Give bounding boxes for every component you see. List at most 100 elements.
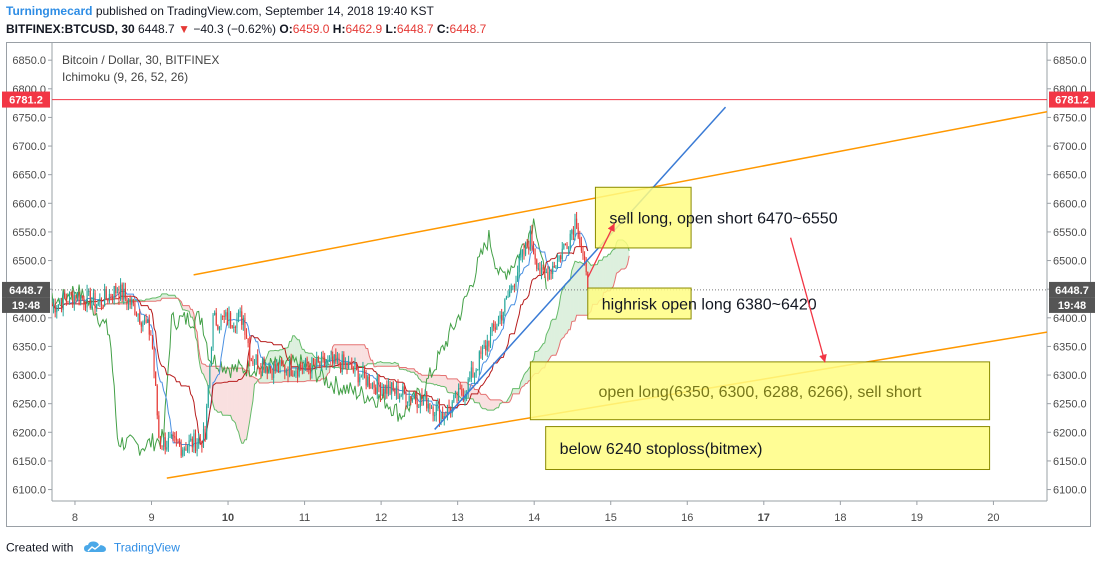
cloud-segment (385, 362, 387, 367)
cloud-segment (187, 305, 190, 312)
cloud-segment (388, 362, 391, 367)
candle-body (384, 384, 386, 394)
candle-body (72, 293, 74, 305)
candle-body (555, 266, 557, 268)
y-tick-label-left: 6250.0 (12, 399, 46, 411)
candle-body (532, 246, 535, 254)
candle-body (367, 376, 369, 386)
candle-body (458, 388, 460, 401)
cloud-segment (484, 394, 486, 409)
candle-body (395, 385, 397, 394)
candle-body (499, 315, 501, 319)
candle-body (561, 248, 563, 260)
candle-body (470, 367, 472, 379)
cloud-segment (610, 251, 612, 291)
candle-body (501, 315, 503, 321)
annotation-box (545, 426, 991, 471)
candle-body (536, 259, 538, 269)
candle-body (121, 284, 123, 300)
cloud-segment (549, 321, 552, 359)
cloud-segment (415, 371, 418, 376)
cloud-segment (576, 261, 579, 316)
candle-body (352, 369, 354, 372)
cloud-segment (404, 367, 406, 370)
y-tick-label-right: 6700.0 (1053, 141, 1087, 153)
candle-body (512, 285, 514, 287)
candle-body (525, 242, 527, 255)
candle-body (531, 230, 533, 247)
candle-body (59, 302, 61, 305)
cloud-segment (512, 388, 515, 394)
author-link[interactable]: Turningmecard (6, 4, 93, 18)
tradingview-link[interactable]: TradingView (113, 540, 180, 555)
cloud-segment (495, 399, 497, 409)
candle-body (156, 385, 158, 416)
x-tick-label: 19 (911, 512, 923, 524)
candle-body (368, 376, 370, 388)
y-tick-label-left: 6150.0 (12, 456, 46, 468)
cloud-segment (232, 368, 234, 422)
cloud-segment (523, 372, 526, 386)
candle-body (298, 365, 300, 377)
candle-body (376, 376, 378, 394)
annotation-arrow (789, 237, 827, 363)
cloud-segment (244, 370, 247, 440)
candle-body (265, 367, 267, 373)
cloud-segment (547, 327, 550, 362)
candle-body (381, 389, 383, 396)
candle-body (266, 367, 268, 374)
candle-body (247, 338, 249, 344)
candle-body (469, 378, 471, 380)
y-tick-label-right: 6300.0 (1053, 370, 1087, 382)
candle-body (304, 358, 307, 366)
cloud-segment (213, 366, 215, 410)
candle-body (429, 403, 431, 409)
candle-body (397, 385, 399, 399)
candle-body (577, 227, 579, 238)
candle-body (210, 347, 213, 366)
cloud-segment (240, 368, 242, 444)
candle-body (410, 396, 412, 402)
candle-body (515, 281, 517, 287)
candle-body (102, 305, 104, 307)
published-text: published on TradingView.com, September … (95, 4, 434, 18)
candle-body (236, 317, 238, 328)
candle-body (217, 324, 219, 330)
cloud-segment (173, 295, 175, 299)
candle-body (585, 260, 587, 272)
x-tick-label: 14 (528, 512, 540, 524)
candle-body (70, 292, 72, 294)
cloud-segment (184, 305, 186, 311)
cloud-segment (410, 368, 413, 373)
cloud-segment (559, 295, 561, 347)
time-label-left: 19:48 (12, 300, 40, 312)
tradingview-cloud-icon (83, 540, 107, 557)
candle-body (301, 367, 303, 370)
cloud-segment (370, 360, 373, 364)
x-tick-label: 20 (987, 512, 999, 524)
candle-body (100, 298, 102, 306)
candle-body (241, 311, 243, 325)
candle-body (485, 345, 487, 351)
candle-body (263, 361, 265, 373)
candle-body (504, 299, 506, 313)
candle-body (153, 348, 155, 372)
candle-body (537, 268, 539, 270)
candle-body (212, 314, 214, 348)
annotation-text: highrisk open long 6380~6420 (602, 296, 817, 313)
cloud-segment (201, 363, 204, 375)
candle-body (496, 326, 498, 330)
annotation-text: open long(6350, 6300, 6288, 6266), sell … (599, 384, 922, 401)
cloud-segment (163, 293, 166, 299)
candle-body (394, 389, 396, 394)
candle-body (228, 312, 230, 325)
candle-body (440, 413, 442, 422)
cloud-segment (517, 388, 520, 394)
cloud-segment (573, 261, 576, 322)
y-tick-label-left: 6600.0 (12, 198, 46, 210)
candle-body (198, 438, 200, 444)
candle-body (215, 312, 217, 325)
candle-body (424, 392, 426, 399)
candle-body (222, 315, 224, 317)
